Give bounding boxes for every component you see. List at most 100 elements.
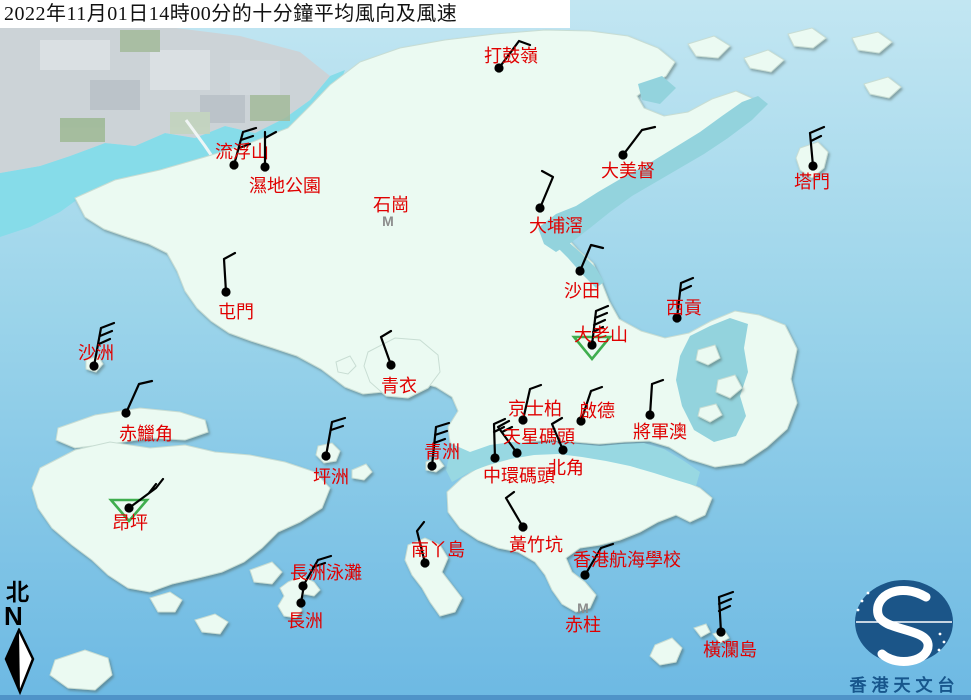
station-label: 中環碼頭 [483,466,555,486]
station-dot [587,340,597,350]
station-lamma-island: 南丫島 [411,520,465,568]
station-tai-po-kau: 大埔滘 [529,169,583,236]
wind-barb [504,490,525,529]
station-shek-kong: M石崗 [373,195,409,229]
wind-barb [808,125,826,168]
station-dot [89,361,99,371]
station-dot [618,150,628,160]
wind-barb [127,477,165,510]
station-label: 坪洲 [313,467,349,487]
station-dot [558,445,568,455]
station-label: 石崗 [373,195,409,215]
station-dot [260,162,270,172]
station-label: 北角 [548,458,584,478]
station-label: 打鼓嶺 [484,46,538,66]
wind-barb [92,321,116,368]
station-label: 黃竹坑 [509,535,563,555]
wind-barb [675,276,695,320]
station-label: 赤鱲角 [119,424,173,444]
station-label: 長洲泳灘 [290,563,362,583]
station-dot [427,461,437,471]
hilltop-triangle-marker [108,498,150,523]
wind-barb [621,125,657,157]
station-sha-chau: 沙洲 [78,321,116,371]
station-label: 赤柱 [565,615,601,635]
station-label: 沙洲 [78,343,114,363]
hko-logo: 香港天文台 HONG KONG OBSERVATORY [838,576,971,700]
station-tsing-yi: 青衣 [379,329,417,396]
station-kai-tak: 啟德 [576,385,615,426]
station-label: 京士柏 [508,399,562,419]
wind-barb [124,379,154,415]
station-cheung-chau: 長洲 [287,583,323,631]
station-label: 橫瀾島 [703,640,757,660]
compass-north-zh-label: 北 [6,580,29,605]
compass-north-en-label: N [4,601,23,631]
station-dot [121,408,131,418]
station-dot [716,627,726,637]
wind-barb [263,130,278,169]
wind-barb [496,419,519,455]
station-label: 啟德 [579,401,615,421]
station-dot [576,416,586,426]
station-dot [420,558,430,568]
station-label: 濕地公園 [249,176,321,196]
station-label: 昂坪 [112,513,148,533]
station-dot [645,410,655,420]
station-dot [494,63,504,73]
station-dot [575,266,585,276]
wind-barb [590,304,610,347]
station-chek-lap-kok: 赤鱲角 [119,379,173,444]
station-waglan-island: 橫瀾島 [703,590,757,660]
inner-waters [446,76,768,486]
station-wong-chuk-hang: 黃竹坑 [504,490,563,555]
station-star-ferry-pier: 天星碼頭 [496,419,575,458]
wind-barb [578,243,605,273]
station-dot [672,313,682,323]
station-label: 大美督 [601,161,655,181]
station-tap-mun: 塔門 [794,125,830,192]
station-sha-tin: 沙田 [564,243,605,301]
station-label: 青洲 [424,442,460,462]
station-label: 屯門 [218,302,254,322]
station-ta-kwu-ling: 打鼓嶺 [484,39,538,73]
wind-barb [583,542,615,577]
missing-data-marker: M [382,213,394,229]
station-dot [512,448,522,458]
station-label: 青衣 [381,376,417,396]
wind-barb [648,378,665,417]
station-label: 流浮山 [215,142,269,162]
station-dot [321,451,331,461]
station-dot [518,522,528,532]
wind-barb [521,383,543,422]
hko-logo-icon [855,580,953,666]
wind-barb [538,169,555,210]
station-stanley: M赤柱 [565,600,601,635]
map-bottom-edge [0,695,971,700]
station-dot [296,598,306,608]
wind-barb [415,520,427,565]
station-label: 南丫島 [411,540,465,560]
station-peng-chau: 坪洲 [313,416,349,487]
station-kings-park: 京士柏 [508,383,562,425]
station-dot [535,203,545,213]
wind-barb [222,251,237,294]
station-dot [124,503,134,513]
station-ngong-ping: 昂坪 [108,477,165,533]
map-title: 2022年11月01日14時00分的十分鐘平均風向及風速 [0,0,570,28]
station-dot [386,360,396,370]
wind-barb [430,421,451,468]
wind-barb [301,554,333,588]
station-dot [229,160,239,170]
wind-barb [497,39,532,70]
station-label: 塔門 [794,172,830,192]
station-tates-cairn: 大老山 [571,304,628,362]
station-label: 西貢 [666,298,702,318]
station-sai-kung: 西貢 [666,276,702,323]
station-dot [490,453,500,463]
station-lau-fau-shan: 流浮山 [215,126,269,170]
north-compass: 北 N [2,580,44,700]
station-hk-sea-school: 香港航海學校 [573,542,681,580]
